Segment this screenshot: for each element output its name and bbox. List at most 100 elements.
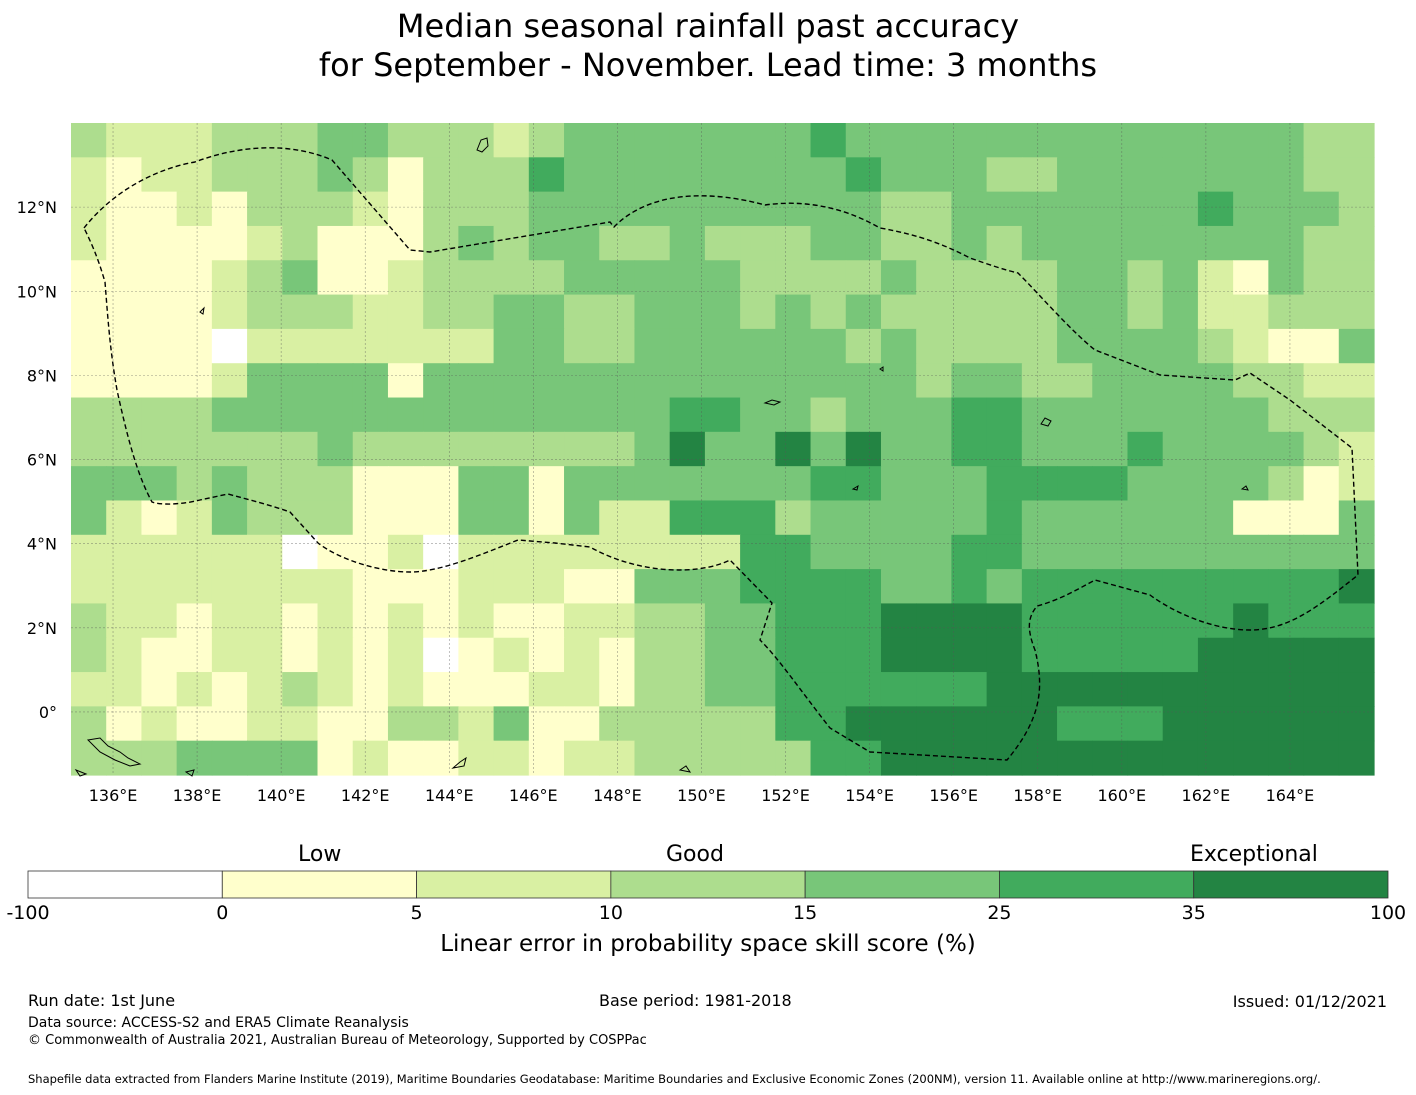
grid-cell	[1021, 260, 1058, 296]
grid-cell	[1127, 569, 1164, 605]
grid-cell	[1268, 294, 1305, 330]
grid-cell	[317, 123, 354, 158]
grid-cell	[1338, 260, 1375, 296]
grid-cell	[352, 123, 389, 158]
grid-cell	[282, 603, 319, 639]
grid-cell	[634, 157, 671, 193]
grid-cell	[317, 603, 354, 639]
grid-cell	[1303, 328, 1340, 364]
grid-cell	[1338, 225, 1375, 261]
grid-cell	[599, 431, 636, 467]
grid-cell	[71, 740, 107, 776]
grid-cell	[916, 603, 953, 639]
grid-cell	[1127, 123, 1164, 158]
grid-cell	[282, 191, 319, 227]
grid-cell	[352, 466, 389, 502]
grid-cell	[1127, 706, 1164, 742]
grid-cell	[528, 431, 565, 467]
grid-cell	[1303, 637, 1340, 673]
grid-cell	[669, 431, 706, 467]
grid-cell	[1268, 157, 1305, 193]
grid-cell	[845, 328, 882, 364]
grid-cell	[1127, 603, 1164, 639]
grid-cell	[1303, 397, 1340, 433]
grid-cell	[317, 569, 354, 605]
grid-cell	[211, 637, 248, 673]
grid-cell	[423, 637, 459, 673]
grid-cell	[986, 294, 1023, 330]
grid-cell	[493, 603, 530, 639]
grid-cell	[564, 706, 600, 742]
grid-cell	[775, 740, 812, 776]
grid-cell	[1127, 740, 1164, 776]
grid-cell	[951, 363, 988, 399]
grid-cell	[493, 672, 530, 707]
grid-cell	[141, 363, 178, 399]
grid-cell	[106, 328, 143, 364]
grid-cell	[1303, 191, 1340, 227]
grid-cell	[528, 123, 565, 158]
grid-cell	[282, 123, 319, 158]
grid-cell	[176, 431, 213, 467]
grid-cell	[317, 328, 354, 364]
grid-cell	[1338, 672, 1375, 707]
grid-cell	[387, 123, 424, 158]
colorbar-segment	[804, 870, 1000, 899]
grid-cell	[1021, 294, 1058, 330]
latitude-tick-label: 0°	[39, 703, 57, 722]
grid-cell	[493, 466, 530, 502]
grid-cell	[71, 500, 107, 536]
grid-cell	[1127, 157, 1164, 193]
island-outline	[184, 769, 195, 777]
grid-cell	[423, 569, 459, 605]
grid-cell	[986, 500, 1023, 536]
grid-cell	[845, 123, 882, 158]
grid-cell	[740, 706, 776, 742]
grid-cell	[1268, 466, 1305, 502]
grid-cell	[528, 260, 565, 296]
grid-cell	[1338, 569, 1375, 605]
grid-cell	[986, 672, 1023, 707]
grid-cell	[317, 672, 354, 707]
grid-cell	[1057, 157, 1093, 193]
grid-cell	[211, 569, 248, 605]
grid-cell	[1021, 603, 1058, 639]
grid-cell	[211, 603, 248, 639]
grid-cell	[387, 191, 424, 227]
grid-cell	[880, 637, 917, 673]
grid-cell	[1092, 466, 1129, 502]
grid-cell	[458, 466, 495, 502]
grid-cell	[458, 672, 495, 707]
grid-cell	[634, 294, 671, 330]
island-outline	[74, 768, 88, 777]
grid-cell	[810, 363, 847, 399]
grid-cell	[880, 431, 917, 467]
colorbar-segment	[416, 870, 612, 899]
grid-cell	[141, 431, 178, 467]
grid-cell	[352, 534, 389, 570]
grid-cell	[810, 500, 847, 536]
grid-cell	[71, 328, 107, 364]
grid-cell	[528, 466, 565, 502]
grid-cell	[845, 534, 882, 570]
grid-cell	[1303, 706, 1340, 742]
grid-cell	[951, 123, 988, 158]
grid-cell	[1162, 534, 1199, 570]
grid-cell	[775, 123, 812, 158]
grid-cell	[634, 123, 671, 158]
grid-cell	[1162, 225, 1199, 261]
shapefile-credit: Shapefile data extracted from Flanders M…	[28, 1072, 1321, 1086]
grid-cell	[141, 294, 178, 330]
grid-cell	[1162, 328, 1199, 364]
longitude-tick-label: 158°E	[1013, 786, 1062, 805]
grid-cell	[704, 569, 741, 605]
grid-cell	[528, 740, 565, 776]
grid-cell	[1197, 569, 1234, 605]
grid-cell	[352, 157, 389, 193]
grid-cell	[1162, 500, 1199, 536]
grid-cell	[740, 672, 776, 707]
grid-cell	[458, 534, 495, 570]
grid-cell	[1057, 363, 1093, 399]
grid-cell	[176, 466, 213, 502]
grid-cell	[317, 191, 354, 227]
